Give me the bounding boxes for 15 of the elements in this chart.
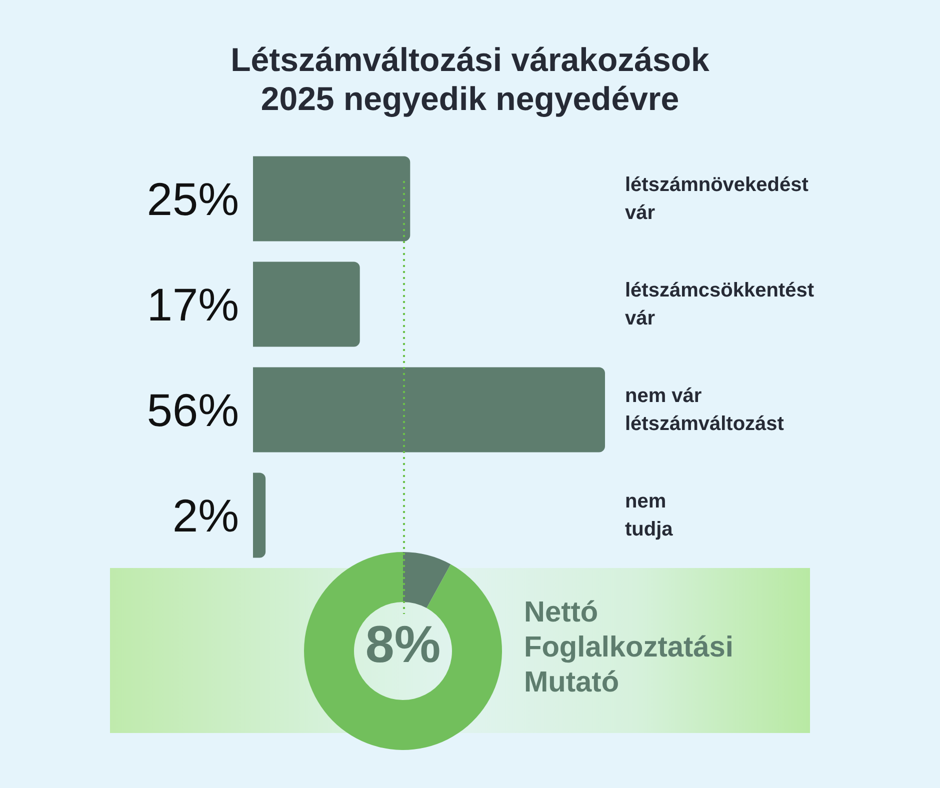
y-tick-label: létszámnövekedést vár — [625, 174, 809, 224]
y-tick-label: nem vár létszámváltozást — [625, 384, 784, 435]
bar — [253, 472, 266, 558]
data-label: 8% — [365, 616, 441, 674]
bar — [253, 156, 410, 242]
data-label: 2% — [172, 489, 239, 542]
data-label: 17% — [146, 278, 239, 330]
text: Nettó Foglalkoztatási Mutató — [524, 596, 734, 698]
y-tick-label: létszámcsökkentést vár — [625, 279, 814, 330]
bar — [253, 367, 605, 452]
chart-title: Létszámváltozási várakozások 2025 negyedik negyedévre — [230, 41, 710, 117]
data-label: 25% — [146, 172, 239, 225]
y-tick-label: nem tudja — [625, 490, 674, 540]
data-label: 56% — [146, 384, 239, 436]
bar — [253, 262, 360, 347]
